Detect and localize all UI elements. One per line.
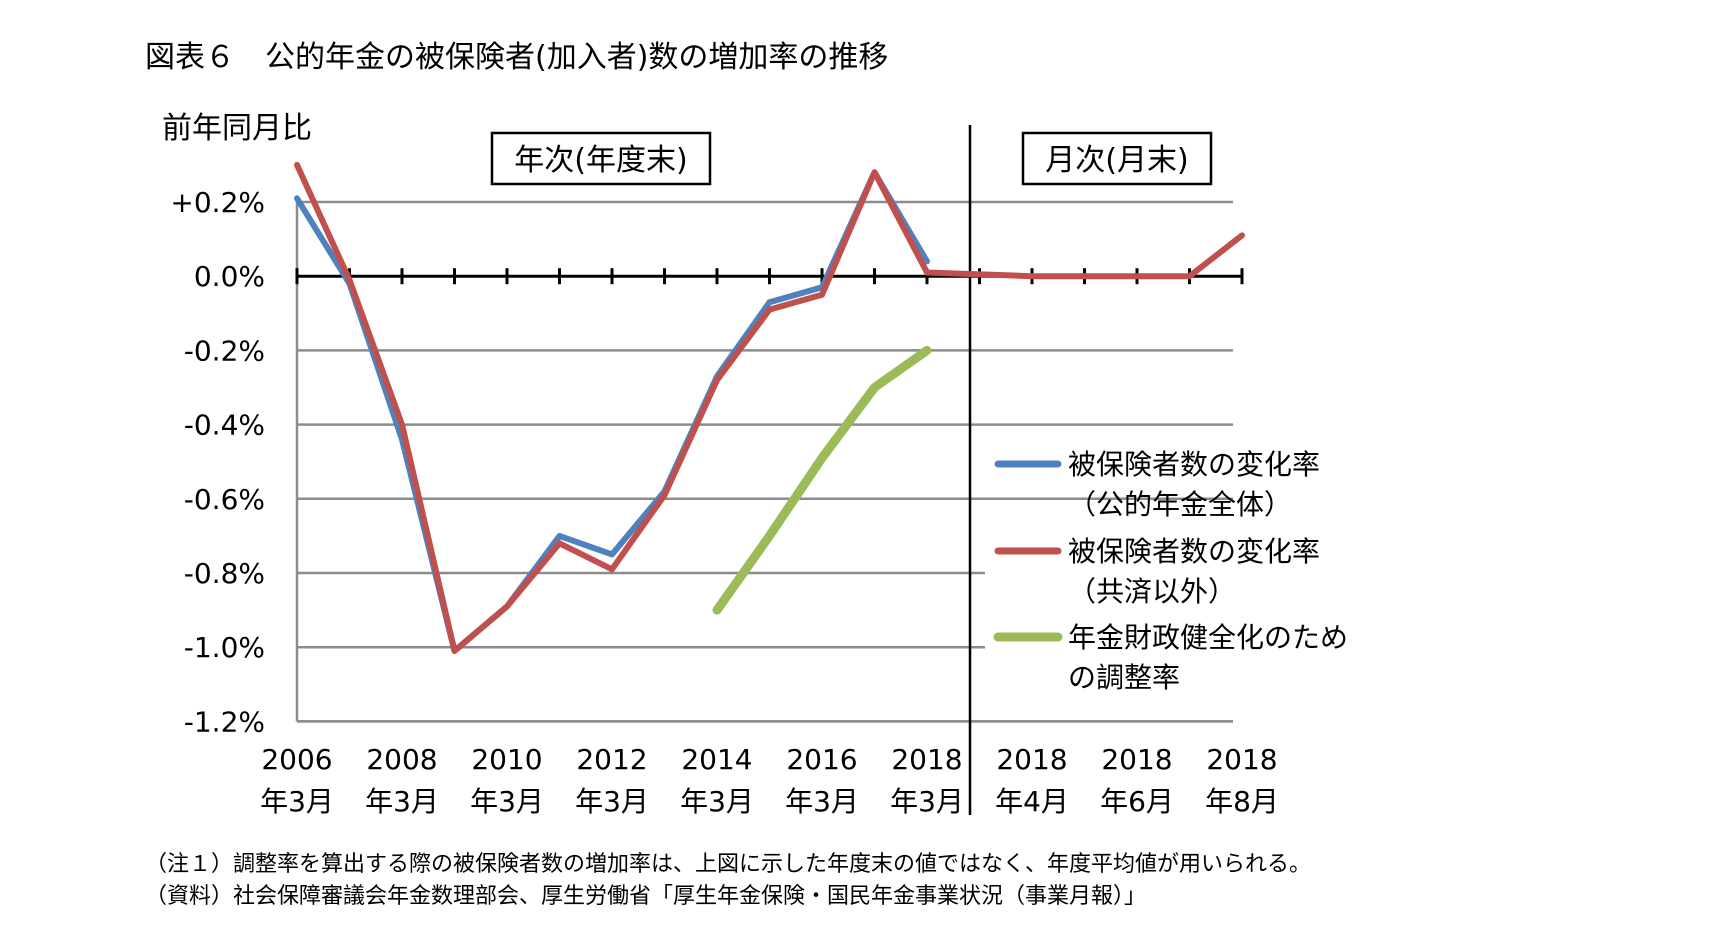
series-line-1 (294, 169, 930, 654)
chart-title: 図表６ 公的年金の被保険者(加入者)数の増加率の推移 (145, 40, 889, 75)
y-tick-label: -0.2% (184, 334, 265, 367)
x-tick-label: 2018 (1101, 743, 1172, 776)
section-box (1021, 131, 1213, 186)
legend-label: 被保険者数の変化率 (1068, 535, 1320, 568)
x-tick-label: 2008 (366, 743, 437, 776)
y-tick-label: -0.6% (184, 483, 265, 516)
y-tick-label: -1.2% (184, 705, 265, 738)
y-tick-label: -0.8% (184, 557, 265, 590)
y-tick-label: -0.4% (184, 409, 265, 442)
legend-label: 被保険者数の変化率 (1068, 448, 1320, 481)
section-label-annual: 年次(年度末) (514, 143, 687, 178)
x-tick-label: 2018 (1206, 743, 1277, 776)
x-tick-label: 年4月 (995, 785, 1069, 818)
legend-label: 年金財政健全化のため (1068, 621, 1348, 654)
x-tick-label: 年8月 (1205, 785, 1279, 818)
section-label-monthly: 月次(月末) (1045, 143, 1188, 178)
x-tick-label: 2018 (996, 743, 1067, 776)
x-tick-label: 年3月 (365, 785, 439, 818)
x-tick-label: 年3月 (785, 785, 859, 818)
x-tick-label: 2006 (261, 743, 332, 776)
x-tick-label: 2016 (786, 743, 857, 776)
x-tick-label: 年3月 (470, 785, 544, 818)
x-tick-label: 年3月 (575, 785, 649, 818)
y-tick-label: +0.2% (170, 186, 265, 219)
x-tick-label: 年6月 (1100, 785, 1174, 818)
note-1: （注１）調整率を算出する際の被保険者数の増加率は、上図に示した年度末の値ではなく… (145, 852, 1312, 877)
x-tick-label: 2014 (681, 743, 752, 776)
x-tick-label: 2012 (576, 743, 647, 776)
x-tick-label: 年3月 (890, 785, 964, 818)
x-tick-label: 年3月 (680, 785, 754, 818)
legend-label: の調整率 (1068, 661, 1180, 694)
y-axis-label: 前年同月比 (162, 111, 312, 146)
series-line-2 (294, 161, 1245, 654)
note-source: （資料）社会保障審議会年金数理部会、厚生労働省「厚生年金保険・国民年金事業状況（… (145, 884, 1147, 909)
x-tick-label: 2010 (471, 743, 542, 776)
x-tick-label: 2018 (891, 743, 962, 776)
x-tick-label: 年3月 (260, 785, 334, 818)
legend-label: （公的年金全体） (1068, 488, 1292, 521)
section-box (490, 131, 712, 186)
y-tick-label: 0.0% (194, 260, 265, 293)
y-tick-label: -1.0% (184, 631, 265, 664)
series-line-3 (712, 345, 932, 615)
legend-label: （共済以外） (1068, 575, 1236, 608)
